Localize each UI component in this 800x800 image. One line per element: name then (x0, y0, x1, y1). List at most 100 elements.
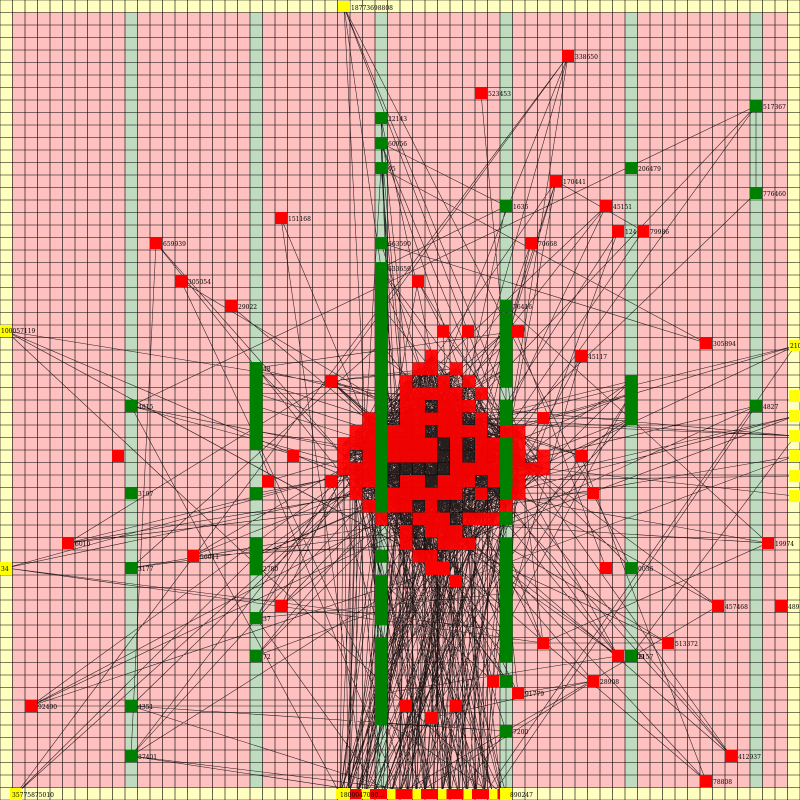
node-yellow[interactable] (789, 430, 800, 442)
node-red[interactable]: 6010 (62, 537, 90, 549)
node-yellow[interactable]: 18773698808 (338, 1, 393, 12)
node-yellow[interactable]: 35775875010 (10, 788, 54, 800)
node-green[interactable] (625, 412, 637, 424)
node-green (375, 475, 388, 488)
node-green[interactable]: 76416 (500, 300, 532, 312)
node-red[interactable] (112, 450, 124, 462)
node-red[interactable]: 523453 (475, 87, 511, 99)
node-red[interactable] (537, 412, 549, 424)
node-green[interactable] (500, 637, 512, 649)
node-green[interactable]: 663590 (375, 237, 411, 249)
node-red[interactable]: 92490 (25, 700, 57, 712)
node-yellow[interactable] (789, 490, 800, 502)
node-red[interactable] (487, 675, 499, 687)
node-red[interactable]: 91779 (512, 687, 544, 699)
node-green[interactable]: 206479 (625, 162, 661, 174)
node-yellow[interactable]: 2100 (789, 340, 800, 351)
node-red[interactable] (325, 375, 337, 387)
node-green[interactable]: 517367 (750, 100, 786, 112)
node-yellow[interactable]: 890247 (500, 788, 533, 800)
node-red[interactable]: 12456 (612, 225, 644, 237)
node-red[interactable] (425, 712, 437, 724)
node-red[interactable] (262, 475, 274, 487)
node-red[interactable] (575, 450, 587, 462)
node-red[interactable] (412, 275, 424, 287)
node-red[interactable]: 29022 (225, 300, 257, 312)
node-red[interactable]: 412937 (725, 750, 761, 762)
node-green[interactable] (500, 512, 512, 524)
node-red[interactable] (450, 700, 462, 712)
node-green[interactable]: 776460 (750, 187, 786, 199)
node-red[interactable]: 19974 (762, 537, 794, 549)
node-red (412, 400, 425, 413)
node-red[interactable] (325, 475, 337, 487)
node-red[interactable] (437, 562, 449, 574)
node-green[interactable]: 60956 (375, 137, 407, 149)
node-red[interactable]: 79986 (637, 225, 669, 237)
node-red[interactable] (425, 562, 437, 574)
node-red[interactable]: 70668 (525, 237, 557, 249)
node-red[interactable] (587, 487, 599, 499)
node-red[interactable]: 78808 (700, 775, 732, 787)
node-green[interactable]: 3177 (125, 562, 153, 574)
node-green[interactable]: 0036 (625, 562, 653, 574)
node-green[interactable]: 22143 (375, 112, 407, 124)
node-green[interactable]: 72 (250, 650, 271, 662)
node-red (437, 525, 450, 538)
node-yellow[interactable] (789, 410, 800, 422)
node-green[interactable]: 633659 (375, 262, 411, 274)
node-red[interactable]: 513372 (662, 637, 698, 649)
node-red[interactable]: 56011 (187, 550, 219, 562)
svg-text:4827: 4827 (763, 404, 778, 411)
node-green[interactable]: 4351 (125, 700, 153, 712)
node-yellow[interactable] (789, 450, 800, 462)
node-green (375, 412, 388, 425)
svg-text:1800047080…: 1800047080… (340, 792, 384, 799)
node-red[interactable] (287, 450, 299, 462)
svg-text:523453: 523453 (488, 91, 511, 98)
node-red[interactable] (400, 700, 412, 712)
node-green[interactable]: 7200 (500, 725, 528, 737)
node-red[interactable]: 45117 (575, 350, 607, 362)
node-green[interactable]: 37 (250, 612, 271, 624)
node-red[interactable]: 28908 (587, 675, 619, 687)
node-green[interactable]: 2157 (625, 650, 653, 662)
node-red[interactable]: 4897 (775, 600, 800, 612)
node-red (350, 475, 363, 488)
node-red[interactable] (600, 562, 612, 574)
node-green[interactable]: 4827 (750, 400, 778, 412)
node-yellow[interactable]: 1800047080… (338, 788, 384, 800)
node-green[interactable]: 1636 (500, 200, 528, 212)
node-red (425, 500, 438, 513)
node-red[interactable] (462, 325, 474, 337)
node-green[interactable] (375, 700, 387, 712)
node-yellow[interactable]: 34 (0, 562, 12, 575)
node-green[interactable]: 48 (250, 362, 271, 374)
node-yellow[interactable] (789, 470, 800, 482)
node-red[interactable]: 305894 (700, 337, 736, 349)
node-red[interactable] (437, 325, 449, 337)
node-red[interactable]: 338650 (562, 50, 598, 62)
node-red[interactable]: 305054 (175, 275, 211, 287)
node-green[interactable] (625, 375, 637, 387)
node-red[interactable]: 151168 (275, 212, 311, 224)
node-green (500, 675, 513, 688)
node-red[interactable] (512, 325, 524, 337)
node-red[interactable] (450, 575, 462, 587)
node-red[interactable]: 45151 (600, 200, 632, 212)
node-green[interactable]: 4815 (125, 400, 153, 412)
node-green[interactable] (500, 487, 512, 499)
node-green[interactable]: 2780 (250, 562, 278, 574)
node-green[interactable]: 87401 (125, 750, 157, 762)
node-yellow[interactable] (789, 390, 800, 402)
node-green[interactable]: 3197 (125, 487, 153, 499)
node-red[interactable]: 457468 (712, 600, 748, 612)
node-red[interactable] (275, 600, 287, 612)
node-yellow[interactable]: 100057119 (0, 325, 36, 337)
svg-text:29022: 29022 (238, 304, 257, 311)
node-red[interactable]: 170441 (550, 175, 586, 187)
node-red[interactable] (537, 637, 549, 649)
node-red[interactable]: 659939 (150, 237, 186, 249)
node-green[interactable]: 05 (375, 162, 396, 174)
node-red (512, 487, 525, 500)
